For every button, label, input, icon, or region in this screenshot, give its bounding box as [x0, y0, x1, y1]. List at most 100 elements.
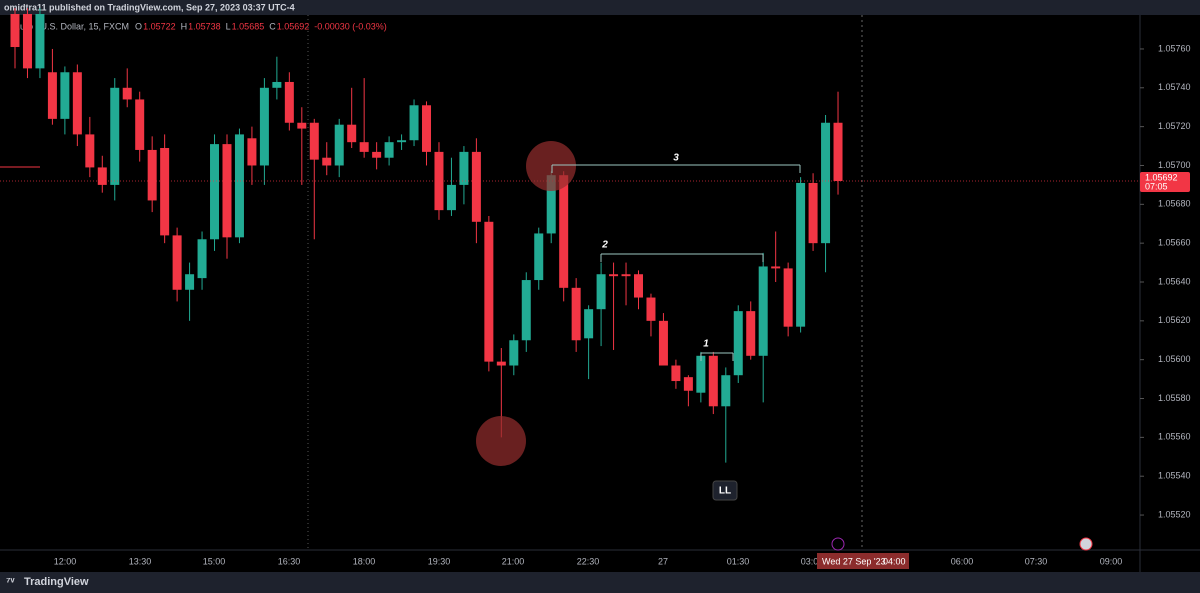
candle-body: [272, 81, 282, 88]
level-label: 2: [601, 240, 608, 251]
y-tick-label: 1.05680: [1158, 199, 1191, 209]
crosshair-time: 04:00: [883, 556, 906, 566]
candle-body: [35, 14, 45, 69]
candle-body: [147, 149, 157, 201]
candle-body: [584, 309, 594, 339]
highlight-circle: [526, 141, 576, 191]
candle-body: [372, 151, 382, 158]
x-tick-label: 18:00: [353, 556, 376, 566]
y-tick-label: 1.05760: [1158, 43, 1191, 53]
candle-body: [708, 355, 718, 407]
candle-body: [658, 320, 668, 366]
candle-body: [571, 287, 581, 341]
y-tick-label: 1.05660: [1158, 238, 1191, 248]
candle-body: [446, 184, 456, 211]
x-tick-label: 21:00: [502, 556, 525, 566]
legend-key: L: [226, 21, 231, 31]
candle-body: [384, 142, 394, 158]
y-tick-label: 1.05700: [1158, 160, 1191, 170]
x-tick-label: 15:00: [203, 556, 226, 566]
y-tick-label: 1.05580: [1158, 393, 1191, 403]
level-label: 3: [673, 153, 679, 164]
candle-body: [771, 266, 781, 269]
candle-body: [621, 274, 631, 277]
candle-body: [746, 311, 756, 356]
candle-body: [646, 297, 656, 321]
candle-body: [122, 87, 132, 100]
candle-body: [559, 175, 569, 288]
symbol-legend: Euro / U.S. Dollar, 15, FXCM: [14, 21, 129, 31]
candle-body: [222, 144, 232, 238]
ll-label: LL: [719, 486, 731, 497]
legend-value: 1.05685: [232, 21, 265, 31]
x-tick-label: 22:30: [577, 556, 600, 566]
candle-body: [721, 375, 731, 407]
candle-body: [234, 134, 244, 238]
legend-value: 1.05738: [188, 21, 221, 31]
legend-value: 1.05692: [277, 21, 310, 31]
legend-change: -0.00030 (-0.03%): [314, 21, 387, 31]
candle-body: [85, 134, 95, 168]
candle-body: [359, 142, 369, 152]
candle-body: [546, 175, 556, 234]
candle-body: [521, 280, 531, 341]
candle-body: [185, 274, 195, 290]
ll-box: [712, 480, 738, 501]
candle-body: [821, 122, 831, 244]
candle-body: [783, 268, 793, 327]
candle-body: [758, 266, 768, 356]
candle-body: [796, 182, 806, 327]
candle-body: [110, 87, 120, 185]
candle-body: [397, 140, 407, 143]
candle-body: [47, 72, 57, 119]
candle-body: [496, 361, 506, 366]
x-tick-label: 27: [658, 556, 668, 566]
candle-body: [596, 274, 606, 310]
y-tick-label: 1.05740: [1158, 82, 1191, 92]
y-tick-label: 1.05620: [1158, 315, 1191, 325]
y-tick-label: 1.05560: [1158, 432, 1191, 442]
footer-logo: TradingView: [24, 576, 89, 588]
candle-body: [60, 72, 70, 119]
x-tick-label: 06:00: [951, 556, 974, 566]
candle-body: [135, 99, 145, 150]
x-tick-label: 19:30: [428, 556, 451, 566]
candle-body: [422, 105, 432, 152]
footer-bar: [0, 572, 1200, 593]
last-price-box: [1140, 172, 1190, 193]
candle-body: [247, 138, 257, 166]
y-tick-label: 1.05540: [1158, 471, 1191, 481]
symbol-name: Euro / U.S. Dollar, 15, FXCM: [14, 21, 129, 31]
candle-body: [322, 157, 332, 166]
countdown: 07:05: [1145, 181, 1168, 191]
candle-body: [297, 122, 307, 129]
candle-body: [10, 14, 20, 48]
candle-body: [197, 239, 207, 279]
candle-body: [210, 144, 220, 240]
logo-icon: ⁷ᵛ: [6, 576, 16, 588]
x-tick-label: 09:00: [1100, 556, 1123, 566]
legend-key: H: [181, 21, 188, 31]
legend-key: O: [135, 21, 142, 31]
candle-body: [509, 340, 519, 366]
x-tick-label: 01:30: [727, 556, 750, 566]
candle-body: [160, 148, 170, 236]
x-tick-label: 03:00: [801, 556, 824, 566]
candle-body: [172, 235, 182, 290]
candle-body: [22, 14, 32, 69]
candle-body: [534, 233, 544, 281]
y-tick-label: 1.05520: [1158, 509, 1191, 519]
candle-body: [459, 151, 469, 185]
candle-body: [284, 81, 294, 123]
legend-value: 1.05722: [143, 21, 176, 31]
x-tick-label: 07:30: [1025, 556, 1048, 566]
candle-body: [484, 221, 494, 362]
y-tick-label: 1.05720: [1158, 121, 1191, 131]
event-icon: [1079, 537, 1093, 551]
candle-body: [609, 274, 619, 277]
level-label: 1: [703, 339, 709, 350]
candle-body: [808, 182, 818, 244]
candle-body: [671, 365, 681, 382]
candle-body: [683, 377, 693, 391]
